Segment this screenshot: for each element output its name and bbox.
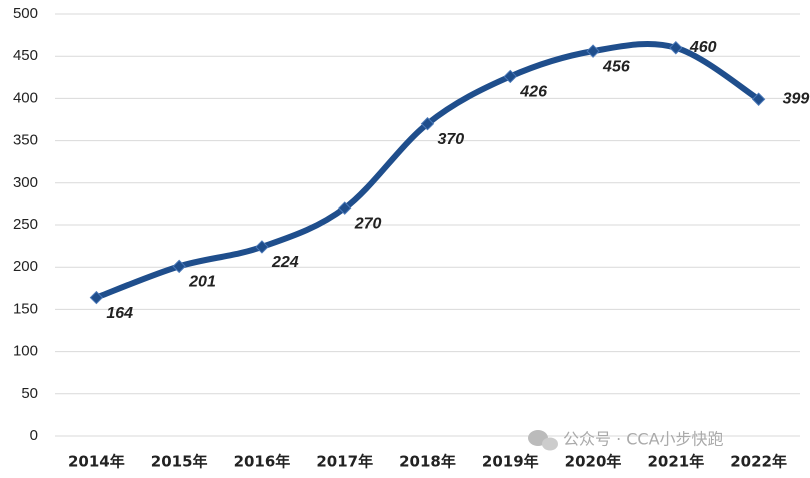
marker [420,117,435,131]
y-tick-label: 0 [30,427,38,444]
marker [586,44,600,58]
y-tick-label: 50 [21,385,38,402]
x-tick-label: 2016年 [234,453,291,471]
y-tick-label: 150 [13,300,38,317]
marker [255,240,269,254]
data-label: 270 [354,215,382,232]
x-tick-label: 2020年 [565,453,622,471]
x-tick-label: 2014年 [68,453,125,471]
y-tick-label: 450 [13,47,38,64]
x-tick-label: 2022年 [730,453,787,471]
y-tick-label: 500 [13,5,38,22]
x-tick-label: 2015年 [151,453,208,471]
y-tick-label: 100 [13,343,38,360]
plot: 0 50 100 150 200 250 300 350 400 450 500 2014年 2015年… [13,5,809,471]
marker [89,290,104,305]
y-tick-label: 400 [13,89,38,106]
data-label: 164 [106,305,133,322]
marker [503,69,517,84]
marker [751,92,766,106]
data-label: 399 [783,90,810,107]
x-tick-label: 2019年 [482,453,539,471]
marker [172,259,186,274]
watermark: 公众号 · CCA小步快跑 [563,430,724,449]
marker [669,41,683,55]
y-tick-label: 200 [13,258,38,275]
x-tick-label: 2017年 [316,453,373,471]
data-label: 370 [438,131,465,148]
y-tick-label: 250 [13,216,38,233]
x-tick-label: 2021年 [647,453,704,471]
data-label: 201 [188,274,216,291]
data-label: 456 [602,58,630,75]
y-tick-label: 300 [13,174,38,191]
marker [338,201,352,215]
x-tick-label: 2018年 [399,453,456,471]
series-line [95,41,761,301]
data-label: 224 [271,254,299,271]
watermark-icon [528,430,558,451]
data-label: 460 [689,39,717,56]
y-tick-label: 350 [13,132,38,149]
data-label: 426 [519,84,547,101]
